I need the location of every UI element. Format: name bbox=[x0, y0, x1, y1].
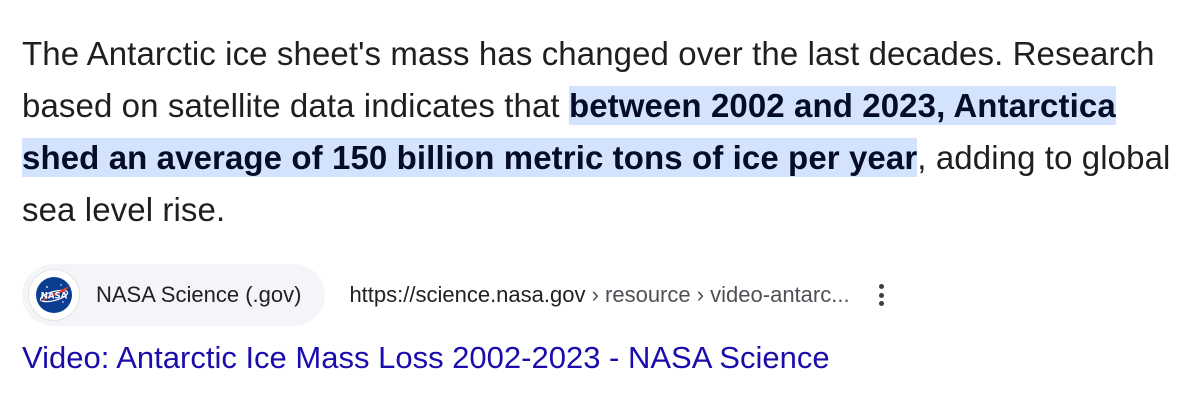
source-url-base: https://science.nasa.gov bbox=[349, 282, 586, 307]
source-url[interactable]: https://science.nasa.gov › resource › vi… bbox=[349, 282, 849, 308]
source-chip[interactable]: NASA NASA Science (.gov) bbox=[22, 264, 326, 326]
nasa-logo-icon: NASA bbox=[28, 269, 80, 321]
more-vert-icon[interactable] bbox=[876, 280, 888, 310]
svg-text:NASA: NASA bbox=[41, 292, 68, 302]
source-name: NASA Science (.gov) bbox=[96, 282, 302, 307]
result-title-link[interactable]: Video: Antarctic Ice Mass Loss 2002-2023… bbox=[22, 340, 830, 375]
source-row: NASA NASA Science (.gov) https://science… bbox=[22, 264, 888, 326]
kebab-dot bbox=[879, 284, 885, 289]
snippet-outro-text: , adding to global sea level rise. bbox=[22, 139, 1171, 228]
ai-overview-snippet: The Antarctic ice sheet's mass has chang… bbox=[22, 28, 1182, 236]
nasa-meatball-logo: NASA bbox=[36, 277, 72, 313]
snippet-intro-text: The Antarctic ice sheet's mass has chang… bbox=[22, 35, 1155, 124]
kebab-dot bbox=[879, 301, 885, 306]
source-url-crumbs: › resource › video-antarc... bbox=[585, 282, 850, 307]
kebab-dot bbox=[879, 292, 885, 298]
